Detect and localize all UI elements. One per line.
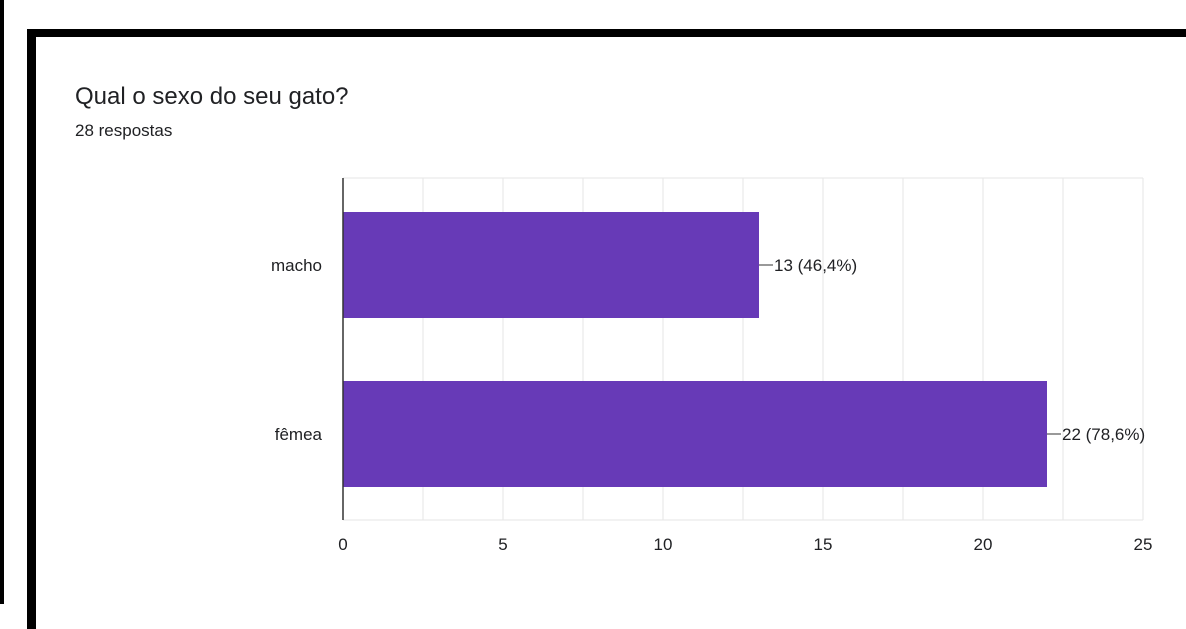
left-border (0, 0, 4, 604)
question-card (27, 29, 1186, 629)
x-tick-label: 15 (814, 535, 833, 554)
x-tick-label: 5 (498, 535, 507, 554)
category-label: fêmea (275, 425, 323, 444)
x-tick-label: 10 (654, 535, 673, 554)
data-label: 22 (78,6%) (1062, 425, 1145, 444)
x-tick-label: 20 (974, 535, 993, 554)
bar-macho (343, 212, 759, 318)
x-tick-label: 25 (1134, 535, 1153, 554)
category-label: macho (271, 256, 322, 275)
question-title: Qual o sexo do seu gato? (75, 83, 349, 110)
data-label: 13 (46,4%) (774, 256, 857, 275)
response-count: 28 respostas (75, 121, 173, 140)
bar-chart: 13 (46,4%) macho 22 (78,6%) fêmea 0 5 10 15 20 25 (271, 177, 1153, 554)
bar-fêmea (343, 381, 1047, 487)
x-tick-label: 0 (338, 535, 347, 554)
